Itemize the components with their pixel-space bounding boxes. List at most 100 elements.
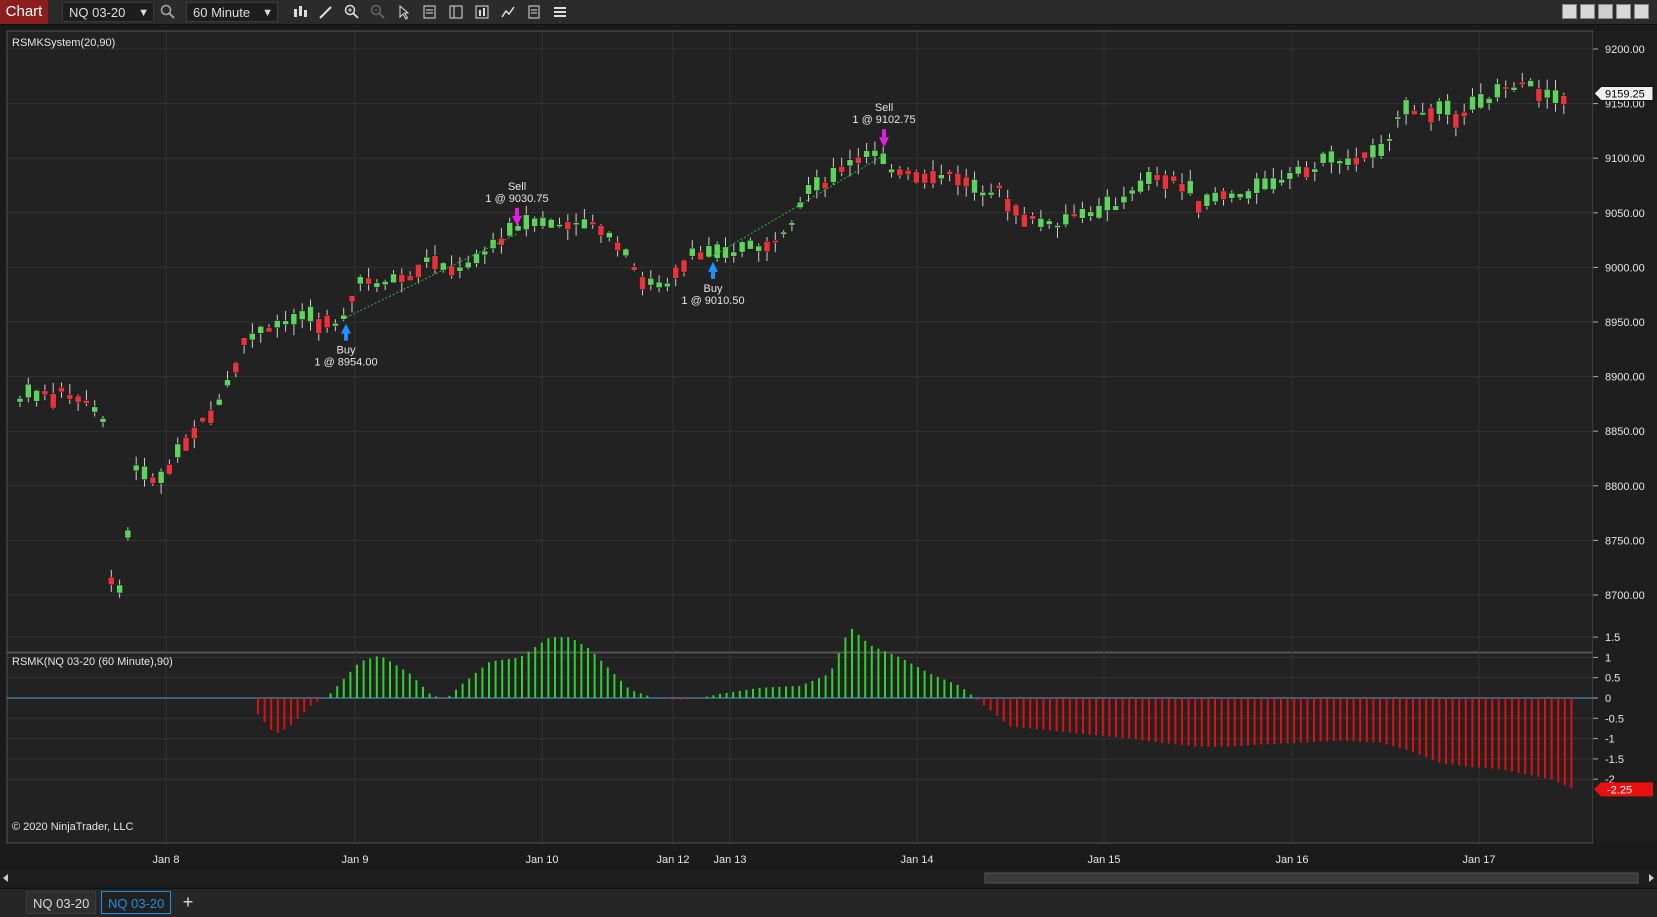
candle-body: [1543, 89, 1551, 99]
date-tick-label: Jan 16: [1275, 854, 1308, 866]
date-tick-label: Jan 15: [1087, 854, 1120, 866]
chart-canvas[interactable]: 9200.00 9150.00 9100.00 9050.00 9000.00 8950.…: [0, 25, 1657, 870]
candle-body: [1361, 151, 1368, 160]
candle-body: [962, 176, 970, 188]
candle-body: [1427, 107, 1435, 124]
search-icon[interactable]: [158, 2, 178, 22]
strategies-icon[interactable]: [472, 2, 492, 22]
drawing-tool-icon[interactable]: [316, 2, 336, 22]
trade-action-label: Sell: [875, 102, 893, 114]
trade-action-label: Buy: [337, 345, 356, 357]
candle-body: [49, 393, 57, 409]
candle-body: [166, 464, 173, 475]
pointer-icon[interactable]: [394, 2, 414, 22]
candle-body: [25, 383, 32, 399]
indicator-tick-label: 1: [1605, 652, 1611, 664]
buy-arrow-stem: [711, 270, 715, 279]
candle-body: [1452, 113, 1460, 129]
candle-body: [697, 251, 704, 261]
maximize-icon[interactable]: [1616, 4, 1631, 19]
date-tick-label: Jan 13: [713, 854, 746, 866]
interval-selector[interactable]: 60 Minute ▼: [186, 2, 278, 22]
sell-arrow-stem: [882, 129, 886, 138]
candle-body: [1062, 213, 1070, 226]
candle-body: [630, 266, 638, 271]
date-tick-label: Jan 9: [342, 854, 369, 866]
candle-body: [1137, 179, 1144, 193]
zoom-in-icon[interactable]: [342, 2, 362, 22]
candle-body: [1386, 138, 1393, 142]
candle-body: [1178, 183, 1186, 193]
chevron-down-icon: ▼: [138, 7, 149, 19]
price-tick-label: 8700.00: [1605, 590, 1645, 602]
list-icon[interactable]: [550, 2, 570, 22]
candle-body: [1236, 193, 1244, 198]
price-tick-label: 8950.00: [1605, 317, 1645, 329]
candle-body: [398, 274, 406, 283]
candle-body: [1104, 195, 1111, 211]
candle-body: [340, 314, 347, 320]
candle-body: [1328, 150, 1335, 164]
candle-body: [747, 239, 754, 250]
candle-body: [730, 251, 738, 257]
candle-body: [581, 218, 588, 229]
candle-body: [1211, 192, 1219, 203]
candle-body: [539, 217, 547, 227]
candle-body: [157, 471, 165, 484]
buy-arrow-stem: [344, 332, 348, 341]
candle-body: [846, 159, 854, 167]
date-tick-label: Jan 8: [153, 854, 180, 866]
candle-body: [357, 276, 364, 285]
candle-body: [1054, 225, 1061, 228]
candle-body: [91, 406, 98, 413]
candle-body: [66, 394, 74, 400]
close-icon[interactable]: [1634, 4, 1649, 19]
bars-type-icon[interactable]: [290, 2, 310, 22]
link-window-icon[interactable]: [1580, 4, 1595, 19]
candle-body: [1120, 195, 1128, 204]
candle-body: [232, 362, 240, 374]
candle-body: [1369, 144, 1377, 159]
candle-body: [108, 576, 115, 586]
add-tab-button[interactable]: +: [182, 892, 194, 912]
candle-body: [1220, 190, 1227, 200]
chart-trader-icon[interactable]: [498, 2, 518, 22]
candle-body: [1162, 174, 1169, 190]
tab-nq-03-20[interactable]: NQ 03-20: [26, 891, 97, 914]
candle-body: [1394, 116, 1402, 120]
candle-body: [780, 231, 787, 235]
indicators-icon[interactable]: [446, 2, 466, 22]
last-indicator-marker: [1594, 782, 1653, 797]
properties-icon[interactable]: [524, 2, 544, 22]
candle-body: [622, 248, 630, 257]
date-tick-label: Jan 14: [900, 854, 933, 866]
price-panel-label: RSMKSystem(20,90): [12, 37, 115, 49]
tab-nq-03-20-active[interactable]: NQ 03-20: [101, 891, 172, 914]
candle-body: [606, 232, 613, 239]
candle-body: [821, 182, 829, 190]
candle-body: [888, 168, 895, 173]
candle-body: [954, 173, 962, 187]
candle-body: [174, 443, 181, 458]
candle-body: [1319, 153, 1327, 164]
candle-body: [1153, 174, 1161, 181]
indicator-tick-label: 0.5: [1605, 673, 1620, 685]
candle-body: [722, 246, 729, 259]
candle-body: [1527, 80, 1534, 87]
candle-body: [1444, 100, 1451, 116]
candle-body: [946, 171, 953, 175]
candle-body: [921, 172, 928, 184]
candle-body: [1411, 110, 1418, 115]
tile-window-icon[interactable]: [1562, 4, 1577, 19]
instrument-selector[interactable]: NQ 03-20 ▼: [62, 2, 154, 22]
data-box-icon[interactable]: [420, 2, 440, 22]
trade-detail-label: 1 @ 9102.75: [852, 114, 915, 126]
candle-body: [1485, 98, 1493, 104]
candle-body: [547, 219, 555, 229]
candle-body: [689, 247, 696, 257]
horizontal-scrollbar[interactable]: [0, 870, 1657, 886]
zoom-out-icon[interactable]: [368, 2, 388, 22]
candle-body: [1170, 175, 1177, 182]
minimize-icon[interactable]: [1598, 4, 1613, 19]
sell-arrow-icon: [512, 215, 522, 226]
